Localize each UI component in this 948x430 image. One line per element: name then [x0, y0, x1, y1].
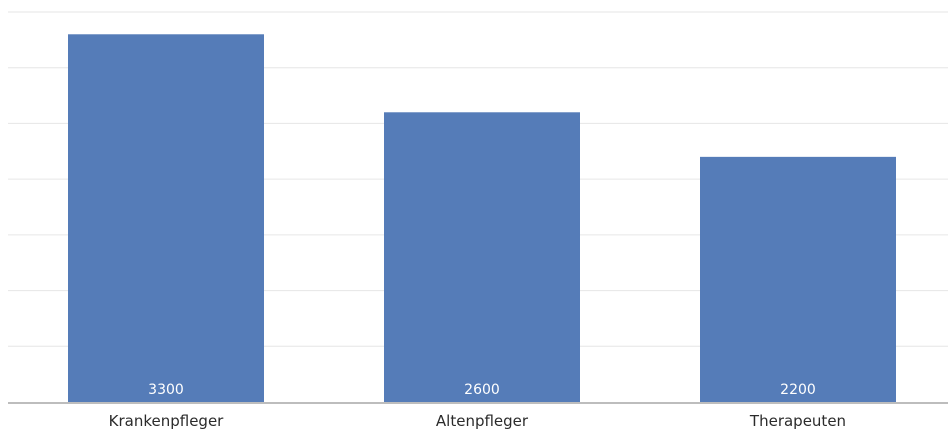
- value-label-therapeuten: 2200: [780, 382, 816, 398]
- bar-krankenpfleger: [68, 34, 264, 403]
- bars: [68, 34, 896, 403]
- x-tick-label-therapeuten: Therapeuten: [749, 412, 846, 430]
- value-label-krankenpfleger: 3300: [148, 382, 184, 398]
- value-labels: 3300 2600 2200: [148, 382, 816, 398]
- x-tick-label-altenpfleger: Altenpfleger: [436, 412, 529, 430]
- x-tick-label-krankenpfleger: Krankenpfleger: [109, 412, 225, 430]
- value-label-altenpfleger: 2600: [464, 382, 500, 398]
- bar-therapeuten: [700, 156, 896, 402]
- bar-altenpfleger: [384, 112, 580, 403]
- x-tick-labels: Krankenpfleger Altenpfleger Therapeuten: [109, 412, 846, 430]
